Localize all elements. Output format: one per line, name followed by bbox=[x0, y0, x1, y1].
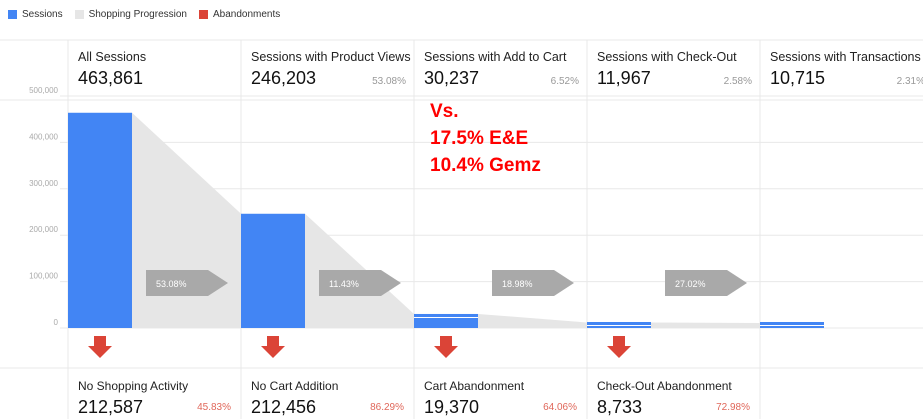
legend-swatch-shopping-progression bbox=[74, 10, 84, 19]
stage-value: 30,237 bbox=[424, 68, 480, 88]
annotation-line-2: 17.5% E&E bbox=[430, 128, 529, 149]
legend-item-abandonments[interactable]: Abandonments bbox=[198, 9, 281, 20]
annotation-line-1: Vs. bbox=[430, 101, 459, 122]
stage-percent: 6.52% bbox=[550, 76, 579, 87]
abandon-arrow-icon bbox=[88, 336, 112, 358]
progression-arrow bbox=[665, 270, 747, 296]
progression-area bbox=[651, 322, 760, 328]
progression-percent-label: 27.02% bbox=[675, 279, 706, 289]
abandon-arrow-icon bbox=[261, 336, 285, 358]
annotation-line-3: 10.4% Gemz bbox=[430, 155, 541, 176]
stage-header-all-sessions: All Sessions 463,861 bbox=[68, 40, 241, 100]
stage-label: Sessions with Add to Cart bbox=[424, 50, 567, 64]
stage-value: 463,861 bbox=[78, 68, 144, 88]
stage-label: All Sessions bbox=[78, 50, 147, 64]
abandon-arrow-icon bbox=[434, 336, 458, 358]
abandon-label: No Shopping Activity bbox=[78, 379, 189, 393]
progression-percent-label: 18.98% bbox=[502, 279, 533, 289]
abandon-label: No Cart Addition bbox=[251, 379, 339, 393]
abandon-value: 212,587 bbox=[78, 397, 144, 417]
abandon-percent: 45.83% bbox=[197, 402, 231, 413]
abandon-percent: 86.29% bbox=[370, 402, 404, 413]
y-tick-label: 300,000 bbox=[29, 179, 58, 188]
stage-header-check-out: Sessions with Check-Out 11,967 2.58% bbox=[587, 40, 760, 100]
stage-value: 246,203 bbox=[251, 68, 317, 88]
progression-arrow bbox=[146, 270, 228, 296]
abandon-percent: 64.06% bbox=[543, 402, 577, 413]
abandon-footer-no-shopping: No Shopping Activity 212,587 45.83% bbox=[68, 368, 241, 419]
legend-item-sessions[interactable]: Sessions bbox=[8, 9, 63, 20]
y-tick-label: 0 bbox=[54, 318, 59, 327]
stage-value: 11,967 bbox=[597, 68, 651, 88]
legend-swatch-abandonments bbox=[198, 10, 208, 19]
legend: Sessions Shopping Progression Abandonmen… bbox=[8, 9, 292, 20]
legend-label-shopping-progression: Shopping Progression bbox=[88, 9, 187, 20]
progression-arrow bbox=[319, 270, 401, 296]
stage-header-add-to-cart: Sessions with Add to Cart 30,237 6.52% bbox=[414, 40, 587, 100]
session-bar bbox=[241, 213, 305, 328]
legend-swatch-sessions bbox=[8, 10, 17, 19]
stage-percent: 2.58% bbox=[723, 76, 752, 87]
abandon-arrow-icon bbox=[607, 336, 631, 358]
stage-percent: 53.08% bbox=[372, 76, 406, 87]
abandon-footer-check-out: Check-Out Abandonment 8,733 72.98% bbox=[587, 368, 760, 419]
progression-percent-label: 11.43% bbox=[329, 279, 359, 289]
progression-percent-label: 53.08% bbox=[156, 279, 187, 289]
y-tick-label: 400,000 bbox=[29, 132, 58, 141]
session-bar bbox=[414, 313, 478, 328]
abandon-footer-cart: Cart Abandonment 19,370 64.06% bbox=[414, 368, 587, 419]
progression-arrow bbox=[492, 270, 574, 296]
legend-label-abandonments: Abandonments bbox=[212, 9, 281, 20]
stage-value: 10,715 bbox=[770, 68, 826, 88]
session-bar bbox=[68, 112, 132, 328]
stage-label: Sessions with Product Views bbox=[251, 50, 411, 64]
abandon-footer-no-cart: No Cart Addition 212,456 86.29% bbox=[241, 368, 414, 419]
abandon-label: Check-Out Abandonment bbox=[597, 379, 732, 393]
legend-label-sessions: Sessions bbox=[22, 9, 63, 20]
abandon-value: 19,370 bbox=[424, 397, 480, 417]
y-tick-label: 200,000 bbox=[29, 225, 58, 234]
comparison-annotation: Vs. 17.5% E&E 10.4% Gemz bbox=[430, 98, 541, 179]
abandon-value: 212,456 bbox=[251, 397, 317, 417]
abandon-percent: 72.98% bbox=[716, 402, 750, 413]
stage-header-transactions: Sessions with Transactions 10,715 2.31% bbox=[760, 40, 923, 100]
legend-item-shopping-progression[interactable]: Shopping Progression bbox=[74, 9, 187, 20]
stage-percent: 2.31% bbox=[896, 76, 923, 87]
y-tick-label: 500,000 bbox=[29, 86, 58, 95]
abandon-label: Cart Abandonment bbox=[424, 379, 525, 393]
y-tick-label: 100,000 bbox=[29, 272, 58, 281]
progression-area bbox=[478, 313, 587, 328]
stage-header-product-views: Sessions with Product Views 246,203 53.0… bbox=[241, 40, 414, 100]
stage-label: Sessions with Check-Out bbox=[597, 50, 737, 64]
abandon-value: 8,733 bbox=[597, 397, 643, 417]
stage-label: Sessions with Transactions bbox=[770, 50, 921, 64]
